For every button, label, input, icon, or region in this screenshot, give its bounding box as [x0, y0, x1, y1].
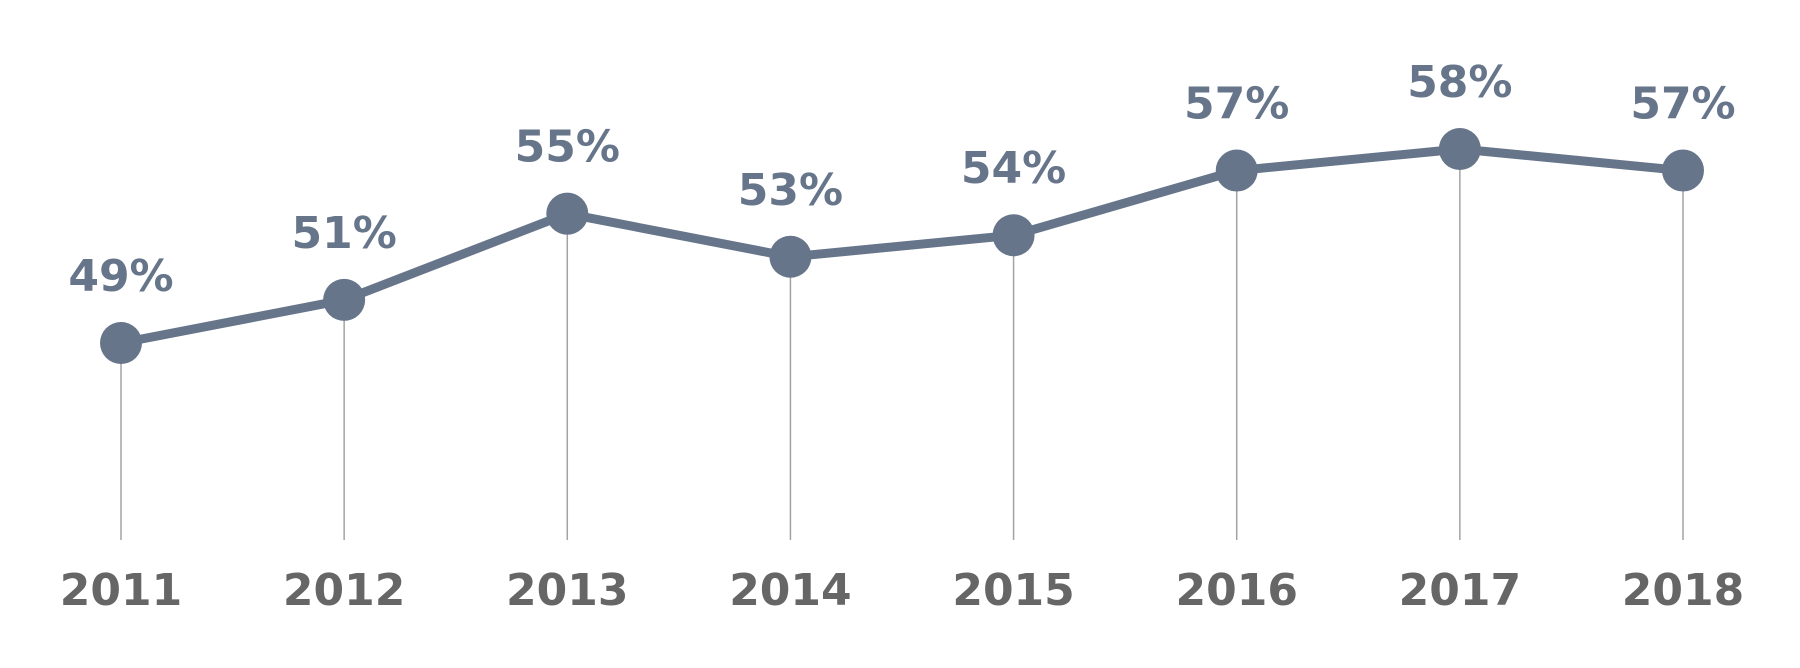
x-tick-label-2013: 2013 — [506, 565, 628, 616]
data-point-2014 — [769, 235, 812, 278]
data-label-2017: 58% — [1407, 57, 1512, 108]
data-point-2011 — [100, 322, 142, 364]
data-point-2016 — [1215, 149, 1258, 192]
x-tick-label-2014: 2014 — [729, 565, 851, 616]
x-tick-label-2012: 2012 — [283, 565, 405, 616]
data-label-2012: 51% — [291, 208, 396, 259]
data-label-2014: 53% — [738, 165, 843, 216]
data-point-2013 — [546, 192, 589, 235]
x-tick-label-2018: 2018 — [1622, 565, 1744, 616]
drop-lines — [120, 149, 1684, 540]
series-line — [120, 144, 1684, 348]
x-tick-label-2011: 2011 — [60, 565, 182, 616]
data-label-2016: 57% — [1184, 79, 1289, 130]
data-point-2015 — [992, 214, 1035, 257]
data-label-2018: 57% — [1630, 79, 1735, 130]
data-label-2011: 49% — [68, 251, 173, 302]
x-tick-label-2015: 2015 — [952, 565, 1074, 616]
data-label-2013: 55% — [515, 122, 620, 173]
data-label-2015: 54% — [961, 143, 1066, 194]
x-tick-label-2016: 2016 — [1175, 565, 1297, 616]
data-point-2018 — [1662, 149, 1704, 192]
x-axis-tick-labels: 2011 2012 2013 2014 2015 2016 2017 2018 — [60, 565, 1744, 616]
data-points — [100, 128, 1704, 364]
x-tick-label-2017: 2017 — [1399, 565, 1521, 616]
data-point-2017 — [1438, 128, 1481, 170]
data-point-2012 — [323, 278, 366, 321]
data-labels: 49% 51% 55% 53% 54% 57% 58% 57% — [68, 57, 1735, 302]
